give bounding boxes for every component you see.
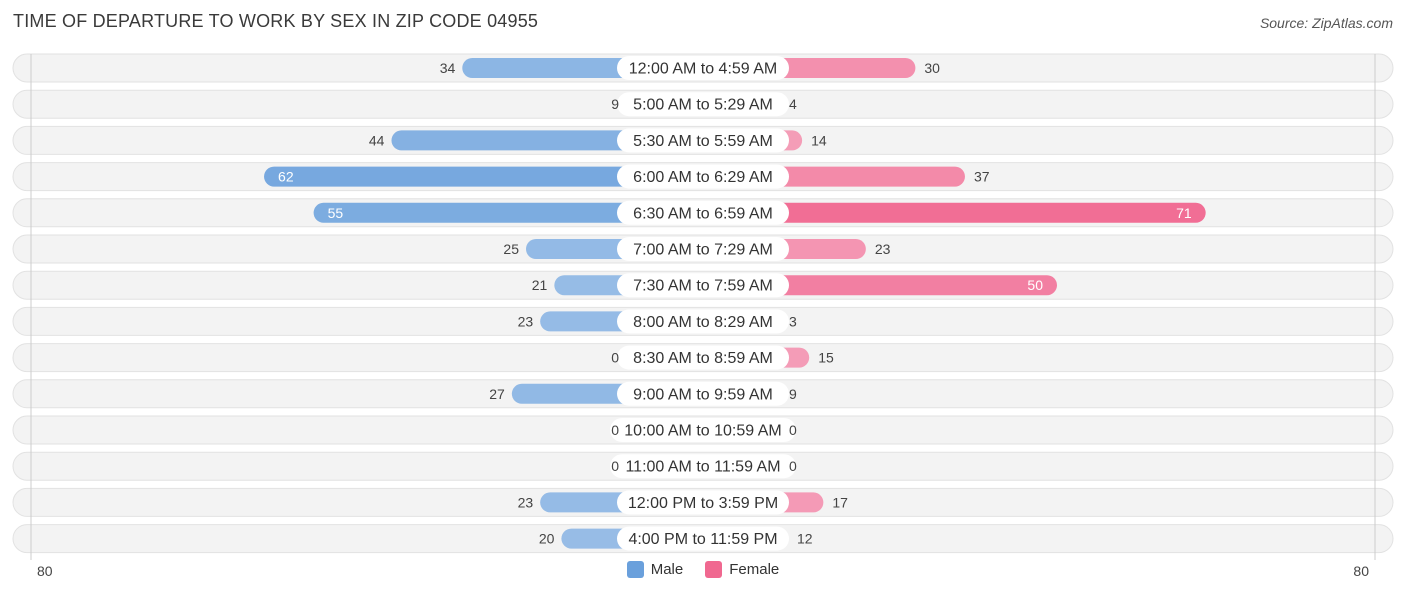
male-swatch xyxy=(626,561,644,578)
male-bar xyxy=(264,166,703,187)
source-note: Source: ZipAtlas.com xyxy=(1259,15,1393,31)
category-label: 10:00 AM to 10:59 AM xyxy=(624,423,781,440)
male-value-label: 0 xyxy=(611,458,619,474)
male-value-label: 62 xyxy=(278,169,294,185)
category-label: 12:00 PM to 3:59 PM xyxy=(628,495,778,512)
female-value-label: 4 xyxy=(789,96,797,112)
legend-female-label: Female xyxy=(729,561,780,578)
category-label: 5:00 AM to 5:29 AM xyxy=(633,97,773,114)
female-value-label: 71 xyxy=(1176,205,1192,221)
category-label: 6:30 AM to 6:59 AM xyxy=(633,205,773,222)
female-value-label: 17 xyxy=(832,494,848,510)
category-label: 11:00 AM to 11:59 AM xyxy=(625,459,780,476)
female-value-label: 0 xyxy=(789,422,797,438)
male-value-label: 0 xyxy=(611,422,619,438)
category-pill xyxy=(617,273,789,298)
female-bar xyxy=(703,275,1057,296)
category-pill xyxy=(617,381,789,406)
female-value-label: 23 xyxy=(875,241,891,257)
category-pill xyxy=(610,418,796,442)
axis-right-max: 80 xyxy=(1353,563,1369,579)
male-value-label: 25 xyxy=(503,241,519,257)
male-value-label: 9 xyxy=(611,96,619,112)
category-label: 8:00 AM to 8:29 AM xyxy=(633,314,773,331)
category-label: 4:00 PM to 11:59 PM xyxy=(628,531,777,548)
male-value-label: 55 xyxy=(328,205,344,221)
male-value-label: 20 xyxy=(539,531,555,547)
female-bar xyxy=(703,202,1206,223)
legend-item-female[interactable]: Female xyxy=(705,561,779,578)
male-value-label: 27 xyxy=(489,386,505,402)
category-pill xyxy=(617,200,789,225)
female-value-label: 12 xyxy=(797,531,813,547)
male-bar xyxy=(313,202,703,223)
female-value-label: 37 xyxy=(974,169,990,185)
female-value-label: 15 xyxy=(818,350,834,366)
female-swatch xyxy=(705,561,723,578)
legend-male-label: Male xyxy=(650,561,684,578)
category-pill xyxy=(617,56,789,80)
category-pill xyxy=(617,237,789,261)
male-value-label: 0 xyxy=(611,350,619,366)
category-label: 8:30 AM to 8:59 AM xyxy=(633,350,773,367)
category-pill xyxy=(617,164,789,189)
category-pill xyxy=(610,454,796,479)
axis-left-max: 80 xyxy=(37,563,53,579)
category-pill xyxy=(617,345,789,370)
category-label: 5:30 AM to 5:59 AM xyxy=(633,133,773,150)
category-pill xyxy=(617,526,789,551)
category-pill xyxy=(617,309,789,334)
category-label: 7:00 AM to 7:29 AM xyxy=(633,242,773,259)
category-label: 6:00 AM to 6:29 AM xyxy=(633,169,773,186)
female-value-label: 30 xyxy=(924,60,940,76)
chart-title: TIME OF DEPARTURE TO WORK BY SEX IN ZIP … xyxy=(13,11,539,31)
male-value-label: 34 xyxy=(440,60,456,76)
female-value-label: 3 xyxy=(789,313,797,329)
category-label: 7:30 AM to 7:59 AM xyxy=(633,278,773,295)
male-value-label: 23 xyxy=(518,494,534,510)
legend: Male Female xyxy=(0,561,1406,578)
category-label: 12:00 AM to 4:59 AM xyxy=(629,61,778,78)
category-pill xyxy=(617,92,789,117)
legend-item-male[interactable]: Male xyxy=(626,561,684,578)
female-value-label: 14 xyxy=(811,132,827,148)
female-value-label: 9 xyxy=(789,386,797,402)
category-pill xyxy=(617,128,789,153)
category-pill xyxy=(617,490,789,515)
category-label: 9:00 AM to 9:59 AM xyxy=(633,386,773,403)
male-value-label: 44 xyxy=(369,132,385,148)
male-value-label: 21 xyxy=(532,277,548,293)
female-value-label: 0 xyxy=(789,458,797,474)
female-value-label: 50 xyxy=(1027,277,1043,293)
male-value-label: 23 xyxy=(518,313,534,329)
